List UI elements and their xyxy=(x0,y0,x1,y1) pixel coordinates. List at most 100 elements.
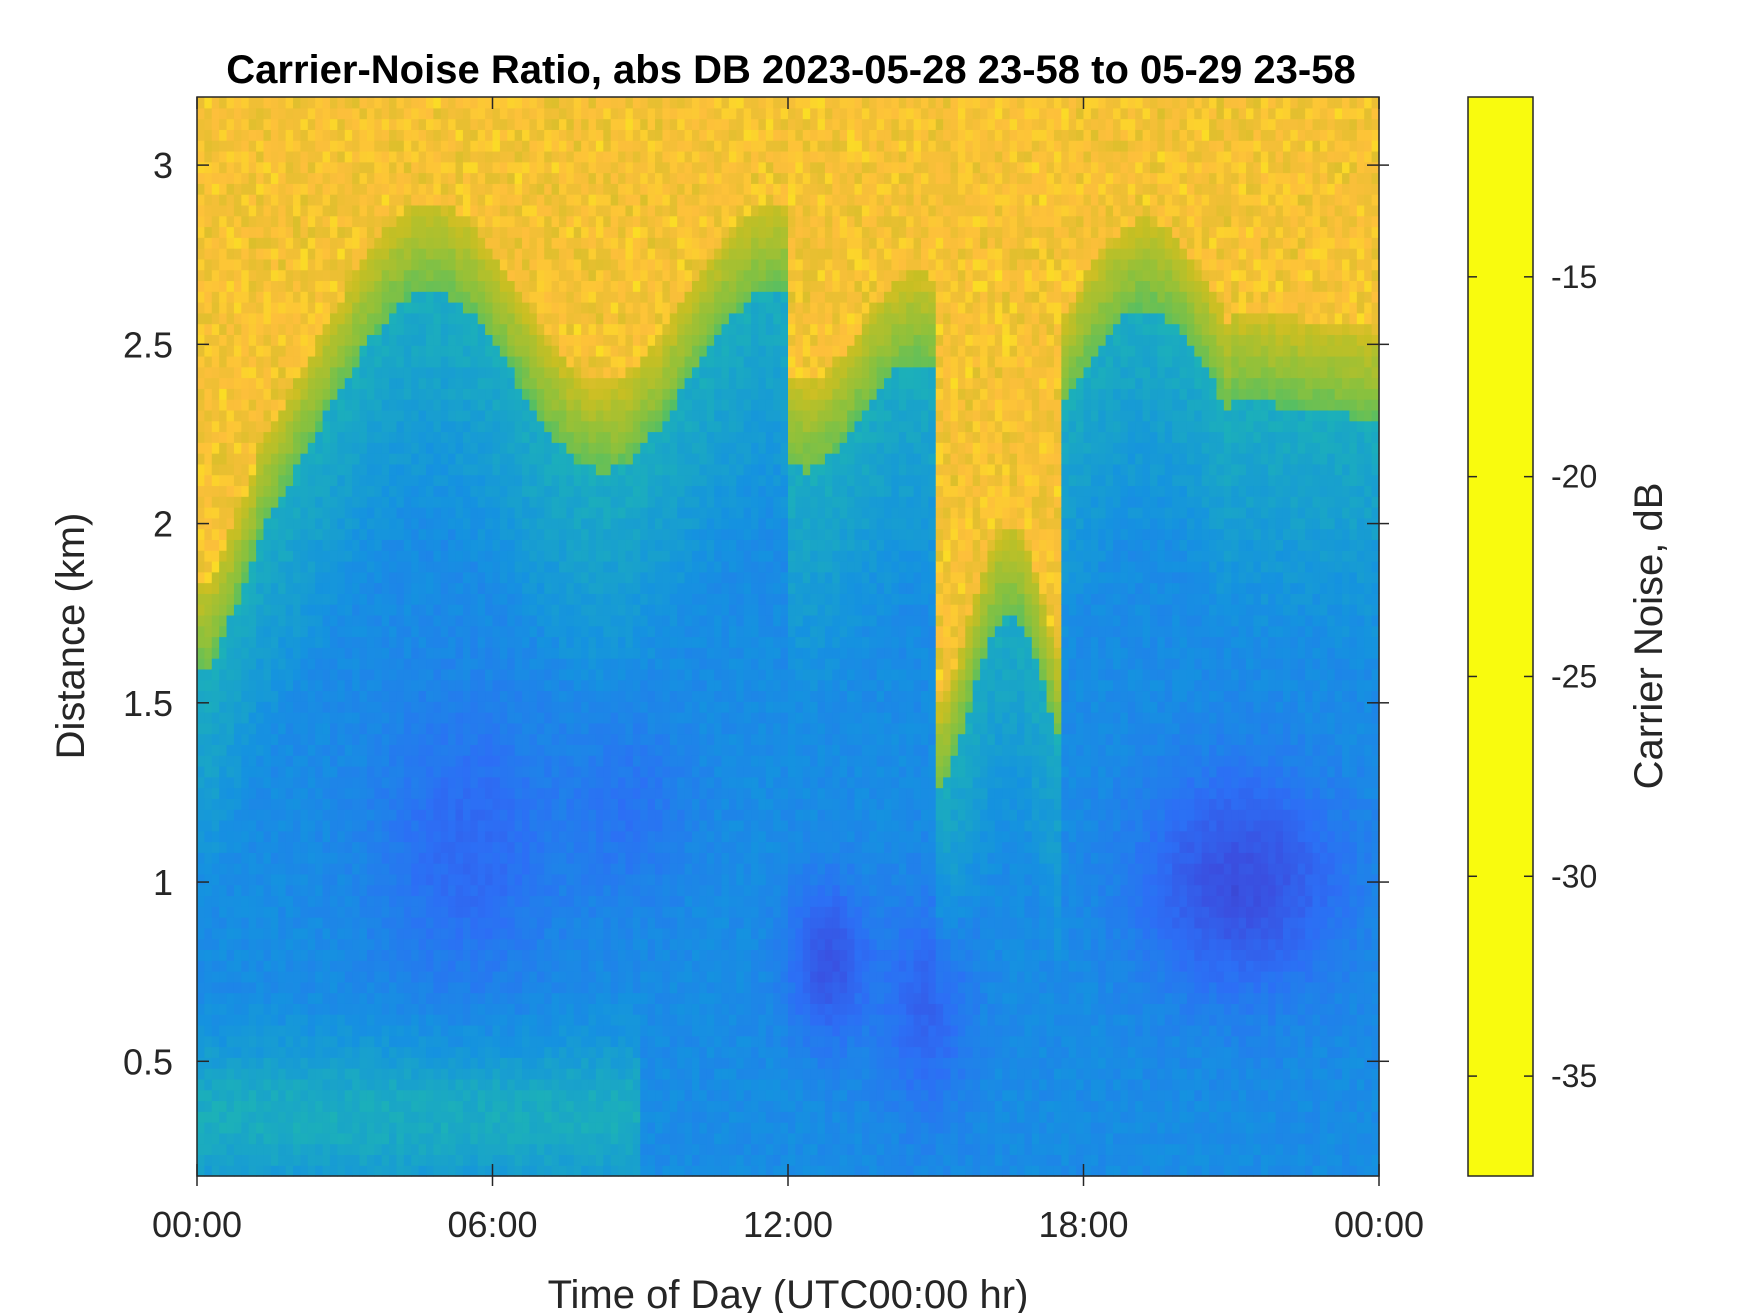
heatmap-cell xyxy=(197,636,205,648)
heatmap-cell xyxy=(197,895,205,907)
heatmap-cell xyxy=(492,1122,501,1134)
heatmap-cell xyxy=(307,895,316,907)
heatmap-cell xyxy=(381,884,390,897)
heatmap-cell xyxy=(433,442,442,454)
heatmap-cell xyxy=(211,571,220,584)
heatmap-cell xyxy=(359,852,368,864)
heatmap-cell xyxy=(307,992,316,1004)
heatmap-cell xyxy=(492,388,501,400)
heatmap-cell xyxy=(352,269,361,282)
heatmap-cell xyxy=(558,884,567,897)
heatmap-cell xyxy=(337,895,346,907)
heatmap-cell xyxy=(485,722,494,735)
heatmap-cell xyxy=(315,819,324,832)
heatmap-cell xyxy=(233,1014,242,1026)
heatmap-cell xyxy=(396,118,405,130)
heatmap-cell xyxy=(197,312,205,325)
heatmap-cell xyxy=(381,722,390,735)
heatmap-cell xyxy=(507,830,516,843)
heatmap-cell xyxy=(477,733,486,745)
heatmap-cell xyxy=(197,388,205,400)
heatmap-cell xyxy=(248,312,257,325)
heatmap-cell xyxy=(529,453,538,465)
heatmap-cell xyxy=(558,269,567,282)
heatmap-cell xyxy=(448,690,457,702)
heatmap-cell xyxy=(433,1024,442,1037)
heatmap-cell xyxy=(293,140,302,152)
heatmap-cell xyxy=(374,409,383,422)
heatmap-cell xyxy=(499,647,508,659)
heatmap-cell xyxy=(226,399,235,411)
heatmap-cell xyxy=(544,453,553,465)
heatmap-cell xyxy=(337,280,346,292)
heatmap-cell xyxy=(462,809,471,821)
heatmap-cell xyxy=(426,873,434,886)
heatmap-cell xyxy=(285,183,294,195)
heatmap-cell xyxy=(256,1046,265,1058)
heatmap-cell xyxy=(219,248,228,260)
heatmap-cell xyxy=(403,399,412,411)
heatmap-cell xyxy=(507,431,516,443)
heatmap-cell xyxy=(470,129,479,141)
heatmap-cell xyxy=(248,949,257,961)
heatmap-cell xyxy=(263,701,272,713)
heatmap-cell xyxy=(470,550,479,562)
heatmap-cell xyxy=(307,679,316,692)
heatmap-cell xyxy=(551,172,560,184)
heatmap-cell xyxy=(470,884,479,897)
heatmap-cell xyxy=(433,733,442,745)
heatmap-cell xyxy=(403,312,412,325)
heatmap-cell xyxy=(270,204,279,217)
heatmap-cell xyxy=(241,377,250,389)
heatmap-cell xyxy=(455,830,464,843)
heatmap-cell xyxy=(433,258,442,271)
heatmap-cell xyxy=(278,960,287,972)
heatmap-cell xyxy=(263,97,272,109)
heatmap-cell xyxy=(233,1143,242,1156)
heatmap-cell xyxy=(211,172,220,184)
heatmap-cell xyxy=(529,1003,538,1015)
heatmap-cell xyxy=(359,1024,368,1037)
heatmap-cell xyxy=(448,571,457,584)
heatmap-cell xyxy=(403,765,412,778)
heatmap-cell xyxy=(536,1068,545,1080)
heatmap-cell xyxy=(329,701,338,713)
heatmap-cell xyxy=(300,1132,309,1145)
heatmap-cell xyxy=(455,463,464,476)
heatmap-cell xyxy=(381,981,390,994)
heatmap-cell xyxy=(396,690,405,702)
heatmap-cell xyxy=(544,237,553,249)
heatmap-cell xyxy=(477,507,486,519)
heatmap-cell xyxy=(300,463,309,476)
heatmap-cell xyxy=(263,960,272,972)
heatmap-cell xyxy=(403,183,412,195)
heatmap-cell xyxy=(366,668,375,681)
heatmap-cell xyxy=(455,647,464,659)
heatmap-cell xyxy=(381,442,390,454)
heatmap-cell xyxy=(211,776,220,789)
heatmap-cell xyxy=(278,420,287,433)
heatmap-cell xyxy=(381,258,390,271)
heatmap-cell xyxy=(514,809,523,821)
heatmap-cell xyxy=(381,1143,390,1156)
heatmap-cell xyxy=(256,1035,265,1048)
heatmap-cell xyxy=(411,949,420,961)
heatmap-cell xyxy=(389,409,398,422)
heatmap-cell xyxy=(315,830,324,843)
heatmap-cell xyxy=(359,776,368,789)
heatmap-cell xyxy=(285,863,294,875)
heatmap-cell xyxy=(374,366,383,379)
heatmap-cell xyxy=(344,776,353,789)
heatmap-cell xyxy=(366,636,375,648)
heatmap-cell xyxy=(455,873,464,886)
heatmap-cell xyxy=(522,172,531,184)
heatmap-cell xyxy=(411,917,420,929)
heatmap-cell xyxy=(403,712,412,724)
heatmap-cell xyxy=(492,550,501,562)
heatmap-cell xyxy=(322,852,331,864)
heatmap-cell xyxy=(433,604,442,616)
heatmap-cell xyxy=(558,593,567,605)
heatmap-cell xyxy=(241,625,250,638)
heatmap-cell xyxy=(263,539,272,551)
heatmap-cell xyxy=(507,560,516,573)
